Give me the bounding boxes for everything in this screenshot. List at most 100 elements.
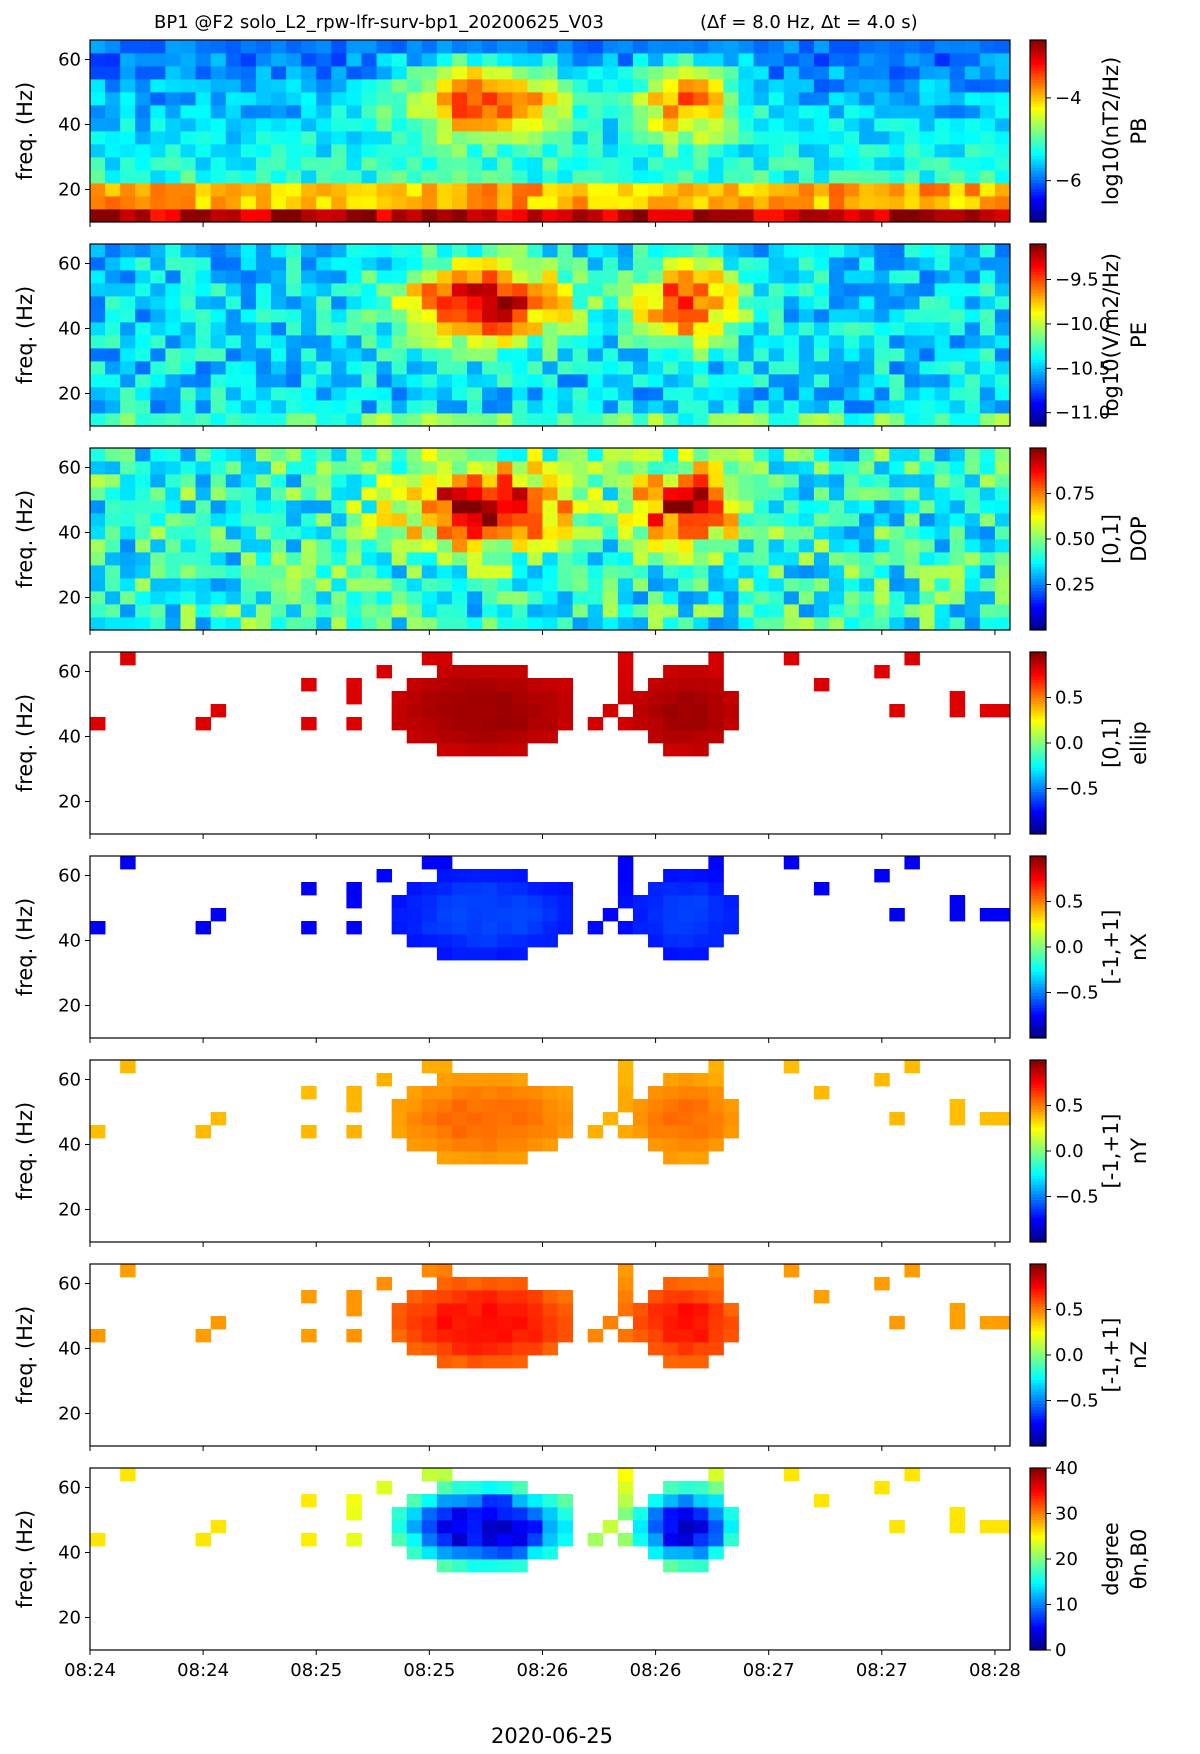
heatmap-cell xyxy=(482,552,498,566)
heatmap-cell xyxy=(391,526,408,540)
colorbar-segment xyxy=(1030,542,1046,546)
heatmap-cell xyxy=(286,487,302,501)
colorbar-frame xyxy=(1029,243,1047,427)
heatmap-cell xyxy=(225,361,242,375)
heatmap-cell xyxy=(527,591,543,605)
heatmap-cell xyxy=(678,270,694,284)
heatmap-cell xyxy=(240,144,257,158)
heatmap-cell xyxy=(406,374,423,388)
heatmap-cell xyxy=(663,196,679,210)
heatmap-cell xyxy=(753,374,770,388)
heatmap-cell xyxy=(753,183,770,197)
heatmap-cell xyxy=(889,591,905,605)
heatmap-cell xyxy=(934,196,951,210)
heatmap-cell xyxy=(195,79,212,93)
heatmap-cell xyxy=(255,617,272,631)
heatmap-cell xyxy=(270,413,287,427)
colorbar-segment xyxy=(1030,1190,1046,1194)
heatmap-cell xyxy=(376,578,393,592)
heatmap-cell xyxy=(512,934,528,948)
heatmap-cell xyxy=(376,461,393,475)
heatmap-cell xyxy=(436,105,453,119)
heatmap-cell xyxy=(497,40,513,54)
heatmap-cell xyxy=(451,743,468,757)
heatmap-cell xyxy=(421,105,438,119)
heatmap-cell xyxy=(678,1138,694,1152)
heatmap-cell xyxy=(648,296,664,310)
heatmap-cell xyxy=(255,539,272,553)
heatmap-cell xyxy=(663,895,679,909)
heatmap-cell xyxy=(331,617,347,631)
heatmap-cell xyxy=(436,1507,453,1521)
colorbar-segment xyxy=(1030,715,1046,720)
heatmap-cell xyxy=(632,1125,649,1139)
heatmap-cell xyxy=(376,400,393,414)
heatmap-cell xyxy=(994,487,1011,501)
heatmap-cell xyxy=(542,678,558,692)
heatmap-cell xyxy=(979,474,996,488)
heatmap-cell xyxy=(421,170,438,184)
colorbar-segment xyxy=(1030,325,1046,330)
heatmap-cell xyxy=(557,66,574,80)
heatmap-cell xyxy=(693,743,709,757)
heatmap-cell xyxy=(904,257,920,271)
heatmap-cell xyxy=(708,1520,724,1534)
heatmap-cell xyxy=(602,591,619,605)
heatmap-cell xyxy=(663,400,679,414)
heatmap-cell xyxy=(979,183,996,197)
heatmap-cell xyxy=(436,387,453,401)
colorbar-segment xyxy=(1030,88,1046,93)
heatmap-cell xyxy=(557,40,574,54)
heatmap-cell xyxy=(527,730,543,744)
heatmap-cell xyxy=(286,66,302,80)
heatmap-cell xyxy=(286,196,302,210)
colorbar-tick-label: 0.0 xyxy=(1055,1141,1084,1162)
heatmap-cell xyxy=(451,691,468,705)
colorbar-segment xyxy=(1030,956,1046,960)
heatmap-cell xyxy=(904,309,920,323)
heatmap-cell xyxy=(919,565,935,579)
heatmap-cell xyxy=(301,400,317,414)
heatmap-cell xyxy=(813,144,830,158)
colorbar-segment xyxy=(1030,974,1046,978)
heatmap-cell xyxy=(663,309,679,323)
heatmap-cell xyxy=(874,578,890,592)
colorbar-segment xyxy=(1030,112,1046,117)
heatmap-cell xyxy=(708,487,724,501)
colorbar-segment xyxy=(1030,1565,1046,1569)
heatmap-cell xyxy=(90,105,106,119)
heatmap-cell xyxy=(678,170,694,184)
heatmap-cell xyxy=(361,387,377,401)
heatmap-cell xyxy=(210,578,227,592)
heatmap-cell xyxy=(467,1329,483,1343)
colorbar-segment xyxy=(1030,1163,1046,1167)
heatmap-cell xyxy=(210,183,227,197)
heatmap-cell xyxy=(844,270,860,284)
heatmap-cell xyxy=(979,539,996,553)
heatmap-cell xyxy=(723,691,739,705)
heatmap-cell xyxy=(467,157,483,171)
heatmap-cell xyxy=(708,1112,724,1126)
heatmap-cell xyxy=(678,578,694,592)
colorbar-segment xyxy=(1030,164,1046,168)
heatmap-cell xyxy=(210,448,227,462)
colorbar-segment xyxy=(1030,1364,1046,1368)
heatmap-cell xyxy=(301,882,317,896)
heatmap-cell xyxy=(301,196,317,210)
heatmap-cell xyxy=(451,413,468,427)
heatmap-cell xyxy=(90,92,106,106)
heatmap-cell xyxy=(723,895,739,909)
heatmap-cell xyxy=(255,374,272,388)
heatmap-cell xyxy=(708,730,724,744)
heatmap-cell xyxy=(632,322,649,336)
colorbar-segment xyxy=(1030,487,1046,491)
heatmap-cell xyxy=(497,1494,513,1508)
heatmap-cell xyxy=(798,461,815,475)
heatmap-cell xyxy=(527,66,543,80)
heatmap-cell xyxy=(497,947,513,961)
colorbar-segment xyxy=(1030,593,1046,598)
heatmap-cell xyxy=(542,1507,558,1521)
heatmap-cell xyxy=(979,552,996,566)
heatmap-cell xyxy=(346,79,362,93)
heatmap-cell xyxy=(874,539,890,553)
